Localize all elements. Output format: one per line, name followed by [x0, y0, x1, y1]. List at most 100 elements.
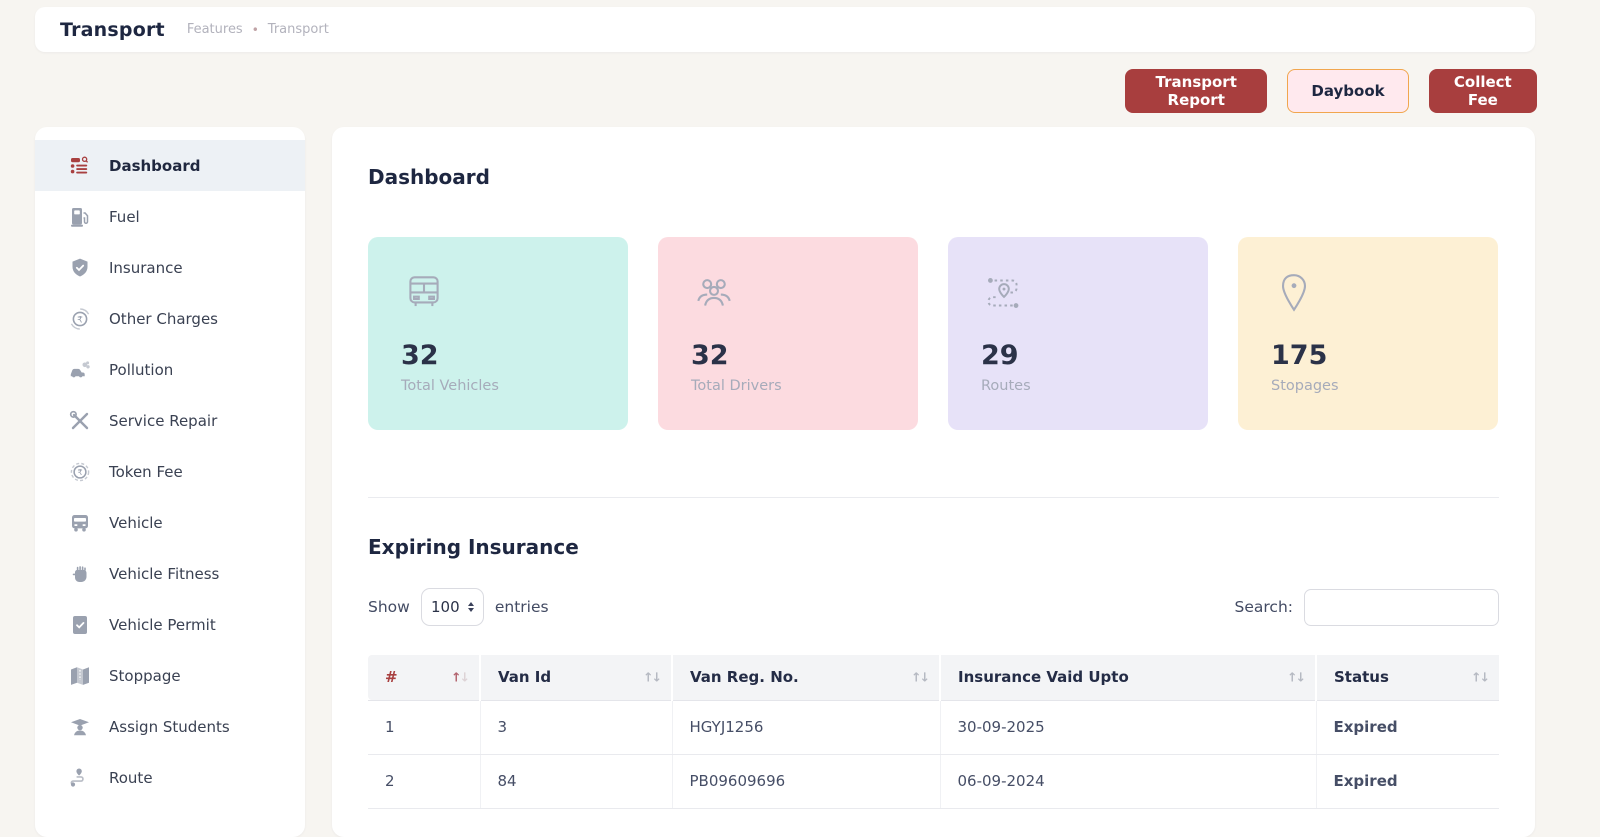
- stat-value: 175: [1271, 340, 1328, 371]
- sidebar-item-label: Vehicle Permit: [109, 615, 216, 634]
- select-arrows-icon: [467, 602, 474, 612]
- stat-card-routes: 29 Routes: [948, 237, 1208, 430]
- cell-index: 1: [368, 699, 481, 755]
- breadcrumb-features[interactable]: Features: [186, 22, 243, 37]
- breadcrumb: Features • Transport: [187, 22, 329, 37]
- table-header-row: # ↑↓ Van Id ↑↓ Van Reg. No. ↑↓ Insurance…: [368, 655, 1499, 700]
- column-header-index[interactable]: # ↑↓: [368, 655, 481, 700]
- section-divider: [368, 497, 1499, 498]
- sidebar-item-label: Assign Students: [109, 717, 230, 736]
- sidebar-item-label: Fuel: [109, 207, 140, 226]
- sidebar-item-label: Route: [109, 768, 153, 787]
- breadcrumb-current: Transport: [267, 22, 329, 37]
- sidebar-item-vehicle-permit[interactable]: Vehicle Permit: [35, 599, 305, 650]
- collect-fee-button[interactable]: Collect Fee: [1428, 69, 1537, 113]
- stat-card-total-vehicles: 32 Total Vehicles: [368, 237, 628, 430]
- sidebar-item-token-fee[interactable]: ₹ Token Fee: [35, 446, 305, 497]
- stats-row: 32 Total Vehicles 32 Total Drivers 29 Ro…: [368, 237, 1498, 430]
- status-badge: Expired: [1316, 699, 1499, 755]
- sidebar-item-label: Service Repair: [109, 411, 218, 430]
- fist-icon: [68, 562, 92, 586]
- cell-van-reg: PB09609696: [672, 754, 941, 809]
- table-row: 2 84 PB09609696 06-09-2024 Expired: [368, 754, 1499, 809]
- status-badge: Expired: [1316, 754, 1499, 809]
- svg-text:₹: ₹: [77, 467, 82, 476]
- dotted-route-icon: [981, 270, 1175, 316]
- sidebar-item-label: Vehicle Fitness: [109, 564, 220, 583]
- column-header-valid-upto[interactable]: Insurance Vaid Upto ↑↓: [940, 655, 1317, 700]
- dashboard-list-icon: [68, 154, 92, 178]
- sidebar: Dashboard Fuel Insurance ₹ Other Charges…: [35, 127, 305, 837]
- sidebar-item-label: Other Charges: [109, 309, 218, 328]
- cell-index: 2: [368, 754, 481, 809]
- header-actions: Transport Report Daybook Collect Fee: [1125, 69, 1537, 113]
- drivers-group-icon: [691, 270, 885, 316]
- sort-icon: ↑↓: [451, 669, 470, 685]
- cell-van-id: 84: [480, 754, 673, 809]
- sidebar-item-dashboard[interactable]: Dashboard: [35, 140, 305, 191]
- sidebar-item-label: Pollution: [109, 360, 174, 379]
- graduate-icon: [68, 715, 92, 739]
- sidebar-item-vehicle[interactable]: Vehicle: [35, 497, 305, 548]
- sort-icon: ↑↓: [643, 669, 662, 685]
- rupee-coin-icon: ₹: [68, 460, 92, 484]
- page-size-value: 100: [431, 598, 460, 616]
- stat-value: 32: [401, 340, 439, 371]
- search-label: Search:: [1234, 598, 1293, 616]
- sidebar-item-label: Insurance: [109, 258, 183, 277]
- page-size-select[interactable]: 100: [420, 588, 484, 626]
- sidebar-item-pollution[interactable]: Pollution: [35, 344, 305, 395]
- table-row: 1 3 HGYJ1256 30-09-2025 Expired: [368, 699, 1499, 755]
- rupee-refresh-icon: ₹: [68, 307, 92, 331]
- entries-label: entries: [494, 598, 549, 616]
- search-input[interactable]: [1304, 588, 1499, 626]
- sidebar-item-insurance[interactable]: Insurance: [35, 242, 305, 293]
- show-label: Show: [368, 598, 410, 616]
- cell-van-id: 3: [480, 699, 673, 755]
- transport-report-button[interactable]: Transport Report: [1125, 69, 1268, 113]
- column-header-van-reg[interactable]: Van Reg. No. ↑↓: [672, 655, 941, 700]
- car-smoke-icon: [68, 358, 92, 382]
- permit-check-icon: [68, 613, 92, 637]
- map-pin-icon: [1271, 270, 1465, 316]
- fuel-pump-icon: [68, 205, 92, 229]
- stat-value: 29: [981, 340, 1019, 371]
- shield-check-icon: [68, 256, 92, 280]
- sidebar-item-route[interactable]: Route: [35, 752, 305, 803]
- sidebar-item-service-repair[interactable]: Service Repair: [35, 395, 305, 446]
- dashboard-heading: Dashboard: [368, 165, 490, 189]
- stat-card-stopages: 175 Stopages: [1238, 237, 1498, 430]
- sidebar-item-assign-students[interactable]: Assign Students: [35, 701, 305, 752]
- stat-card-total-drivers: 32 Total Drivers: [658, 237, 918, 430]
- header-bar: Transport Features • Transport: [35, 7, 1535, 52]
- stat-label: Total Drivers: [691, 378, 782, 394]
- cell-van-reg: HGYJ1256: [672, 699, 941, 755]
- sidebar-item-label: Dashboard: [109, 156, 201, 175]
- route-pin-icon: [68, 766, 92, 790]
- expiring-insurance-table: # ↑↓ Van Id ↑↓ Van Reg. No. ↑↓ Insurance…: [368, 655, 1499, 809]
- main-content: Dashboard 32 Total Vehicles 32 Total Dri…: [332, 127, 1535, 837]
- cell-valid-upto: 06-09-2024: [940, 754, 1317, 809]
- daybook-button[interactable]: Daybook: [1287, 69, 1409, 113]
- svg-text:₹: ₹: [77, 315, 83, 325]
- stat-label: Total Vehicles: [401, 378, 499, 394]
- stat-label: Stopages: [1271, 378, 1339, 394]
- page-title: Transport: [60, 18, 165, 41]
- stat-label: Routes: [981, 378, 1031, 394]
- cell-valid-upto: 30-09-2025: [940, 699, 1317, 755]
- sort-icon: ↑↓: [1471, 669, 1490, 685]
- sidebar-item-vehicle-fitness[interactable]: Vehicle Fitness: [35, 548, 305, 599]
- sidebar-item-stoppage[interactable]: Stoppage: [35, 650, 305, 701]
- sidebar-item-label: Vehicle: [109, 513, 163, 532]
- sort-icon: ↑↓: [911, 669, 930, 685]
- table-controls: Show 100 entries Search:: [368, 587, 1499, 627]
- sidebar-item-other-charges[interactable]: ₹ Other Charges: [35, 293, 305, 344]
- sidebar-item-label: Stoppage: [109, 666, 181, 685]
- bus-front-icon: [401, 270, 595, 316]
- expiring-insurance-heading: Expiring Insurance: [368, 535, 579, 559]
- sidebar-item-fuel[interactable]: Fuel: [35, 191, 305, 242]
- column-header-van-id[interactable]: Van Id ↑↓: [480, 655, 673, 700]
- bus-icon: [68, 511, 92, 535]
- column-header-status[interactable]: Status ↑↓: [1316, 655, 1499, 700]
- stat-value: 32: [691, 340, 729, 371]
